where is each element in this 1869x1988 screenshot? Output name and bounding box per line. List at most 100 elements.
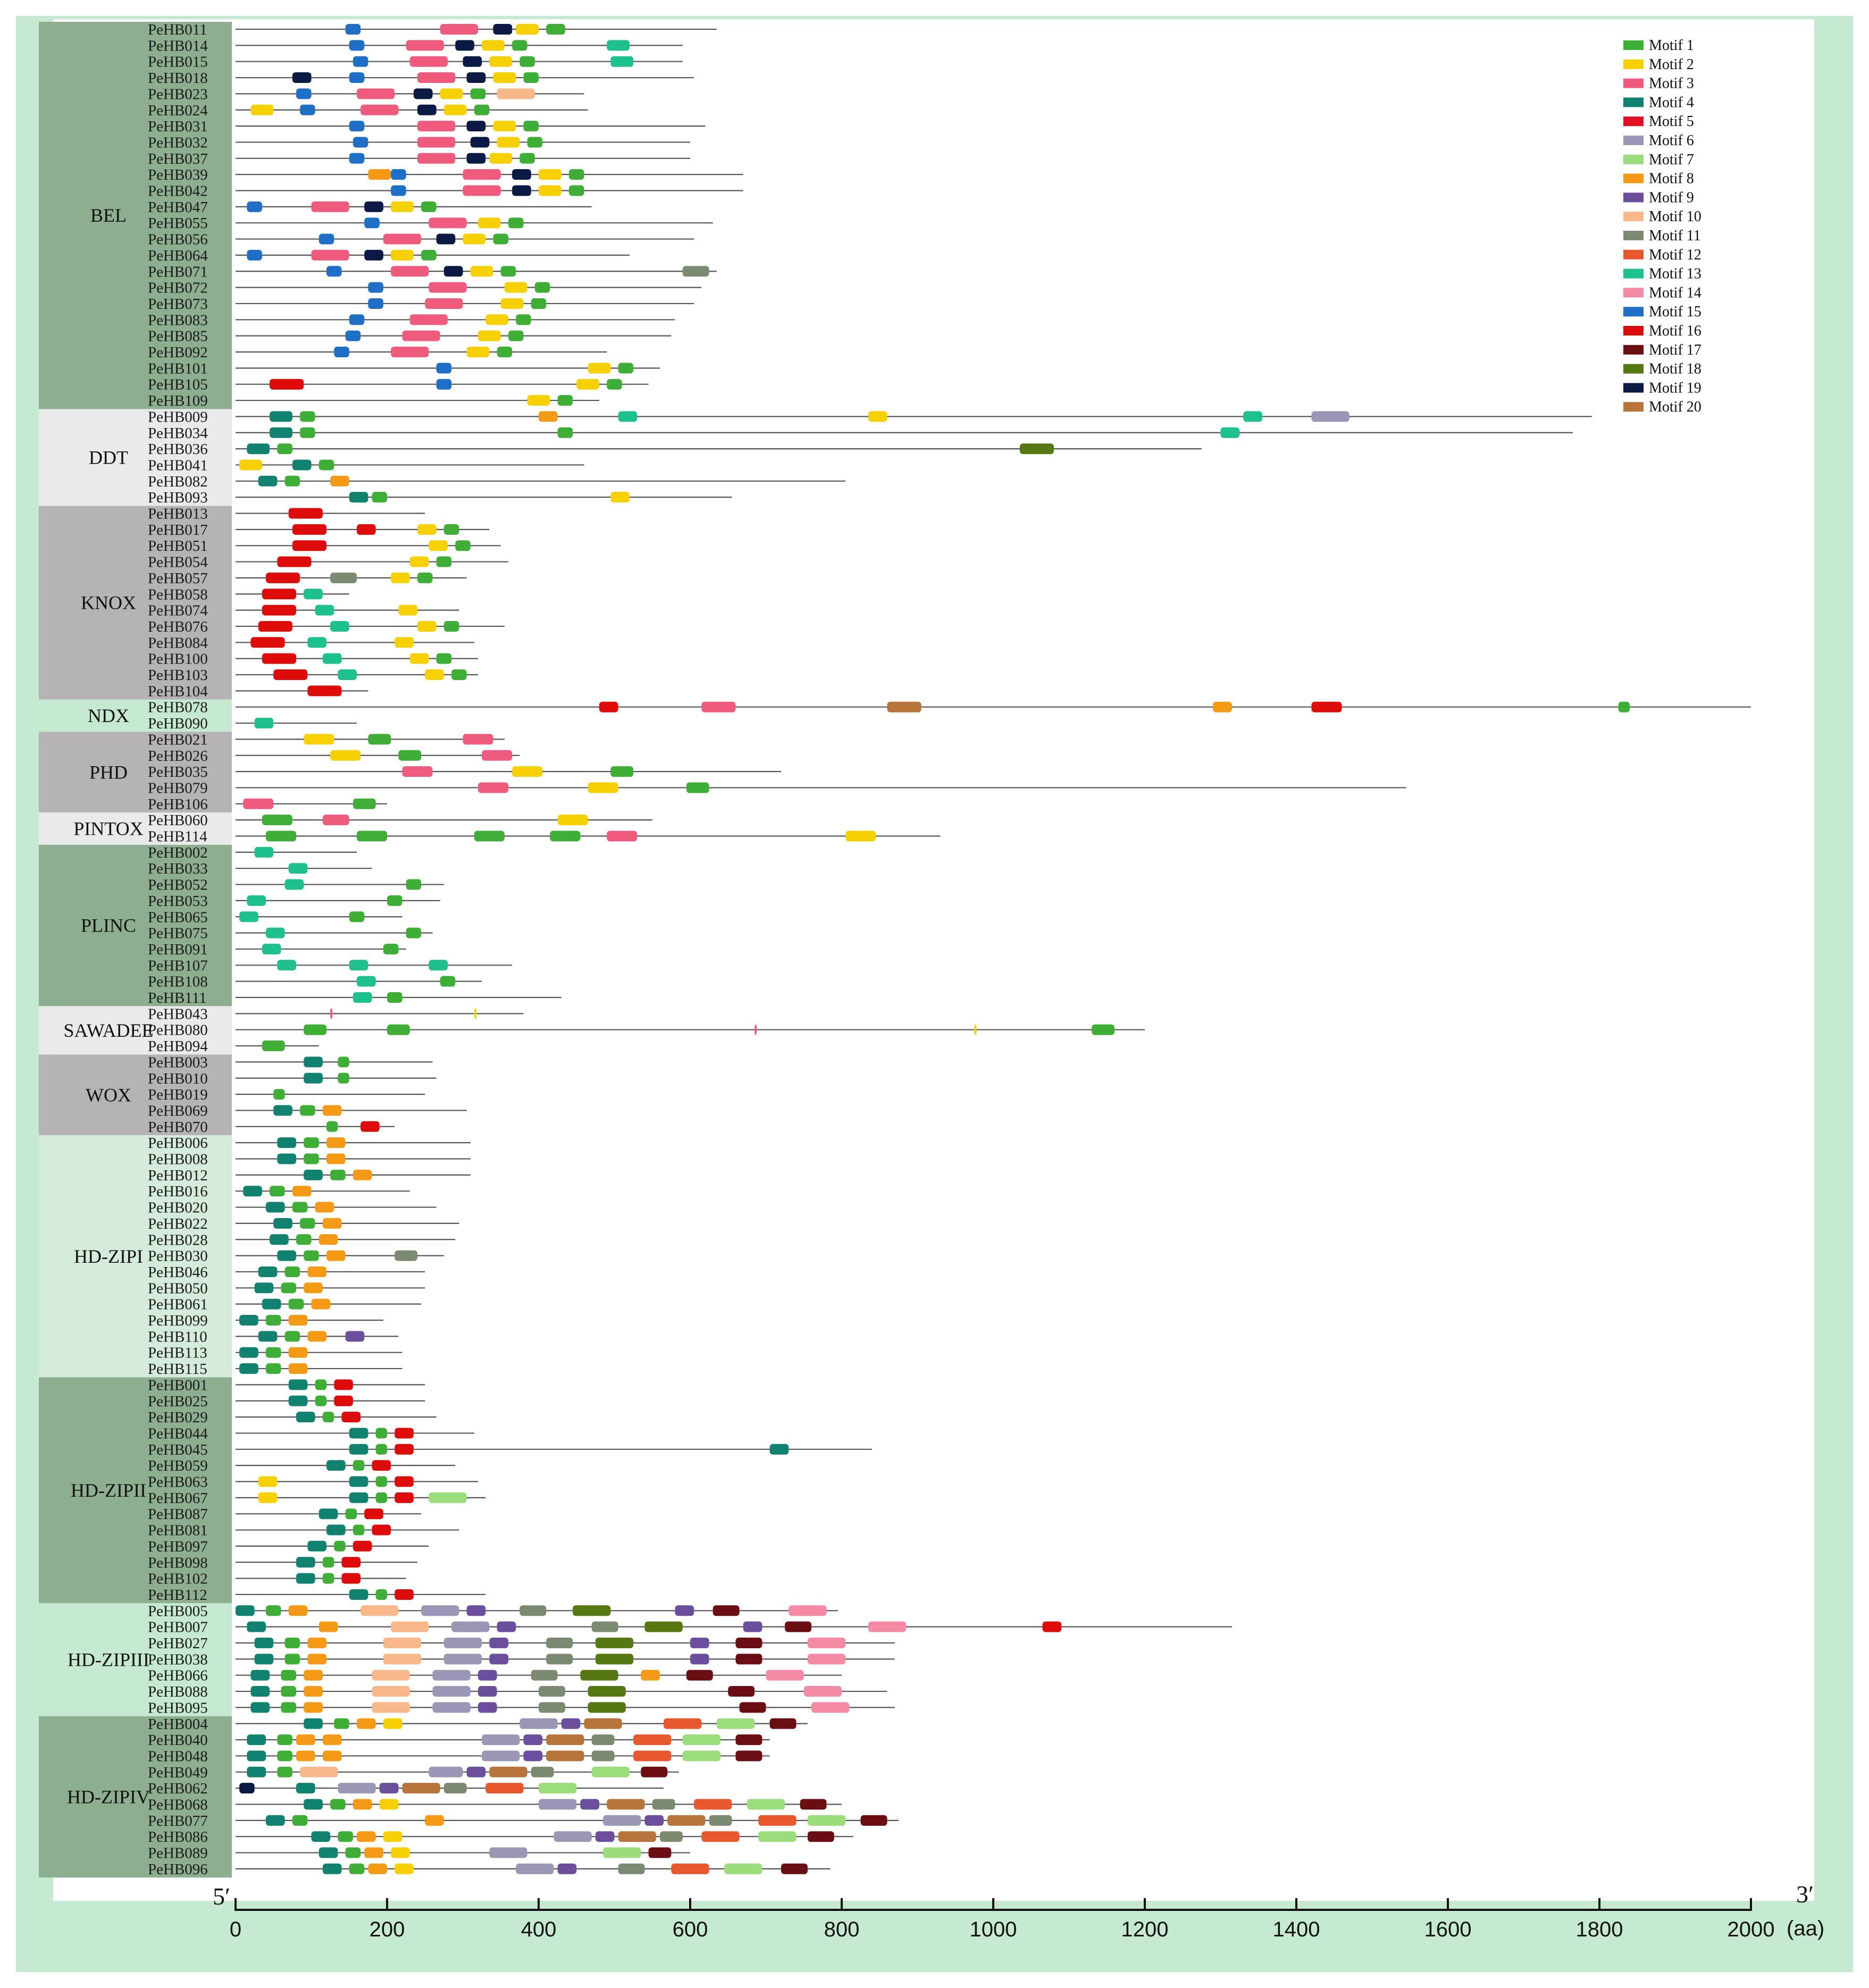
motif-box [690,1654,709,1665]
motif-box [573,1605,611,1616]
motif-box [755,1024,757,1035]
gene-label: PeHB005 [148,1603,208,1620]
motif-box [281,1686,296,1697]
motif-box [686,782,709,793]
motif-box [262,1041,285,1052]
family-label: PHD [89,761,128,783]
motif-box [364,1847,383,1858]
motif-box [807,1638,846,1648]
tick-label: 400 [521,1918,557,1941]
motif-box [326,1460,346,1471]
motif-box [497,347,513,357]
family-label: NDX [88,705,129,726]
motif-box [610,492,630,503]
motif-box [576,379,599,390]
gene-label: PeHB038 [148,1651,208,1668]
gene-label: PeHB052 [148,877,208,894]
motif-box [758,1831,797,1842]
motif-box [266,927,285,938]
motif-box [322,1412,334,1423]
motif-box [292,1815,308,1826]
motif-box [443,266,463,277]
motif-box [273,669,308,680]
tick-label: 600 [673,1918,708,1941]
gene-label: PeHB046 [148,1264,208,1281]
motif-box [785,1621,811,1632]
motif-box [546,1750,584,1761]
family-label: SAWADEE [63,1020,153,1041]
family-label: DDT [89,447,128,468]
motif-box [273,1105,292,1116]
motif-box [372,1702,410,1713]
gene-label: PeHB020 [148,1199,208,1217]
family-label: HD-ZIPIII [68,1649,149,1671]
gene-label: PeHB111 [148,989,207,1006]
motif-box [443,104,467,115]
motif-box [349,1492,368,1503]
motif-box [618,1831,656,1842]
motif-box [262,605,296,616]
motif-box [580,1799,599,1810]
motif-box [341,1573,361,1584]
motif-box [349,1444,368,1455]
gene-label: PeHB022 [148,1215,208,1232]
gene-label: PeHB073 [148,296,208,313]
motif-box [296,1234,312,1245]
motif-box [345,1508,357,1520]
motif-box [258,620,292,632]
motif-box [724,1863,762,1874]
legend-label: Motif 8 [1649,171,1694,187]
motif-box [284,1638,300,1648]
motif-box [391,185,406,196]
motif-box [482,750,513,761]
motif-box [436,379,452,390]
gene-label: PeHB113 [148,1345,207,1362]
motif-box [686,1670,713,1681]
motif-box [463,185,501,196]
legend-swatch [1623,97,1644,107]
motif-box [315,1395,326,1406]
tick-label: 2000 [1728,1918,1775,1941]
motif-box [425,1815,444,1826]
gene-label: PeHB045 [148,1441,208,1458]
motif-box [304,1153,319,1164]
gene-label: PeHB062 [148,1780,208,1797]
motif-box [500,298,524,309]
motif-box [466,153,486,164]
motif-box [443,1654,482,1665]
motif-box [383,1638,422,1648]
motif-box [644,1621,683,1632]
family-band [39,1377,232,1604]
motif-box [766,1670,804,1681]
gene-label: PeHB004 [148,1716,208,1733]
motif-box [512,40,527,51]
gene-label: PeHB031 [148,118,208,135]
motif-box [258,1331,278,1342]
gene-label: PeHB041 [148,457,208,474]
gene-label: PeHB067 [148,1490,208,1507]
motif-box [239,1783,255,1794]
gene-label: PeHB097 [148,1538,208,1555]
motif-box [569,185,584,196]
motif-box [311,249,349,261]
motif-box [322,1557,334,1568]
gene-label: PeHB084 [148,634,208,651]
motif-box [387,992,403,1003]
legend-label: Motif 1 [1649,37,1694,54]
motif-box [284,475,300,486]
motif-box [554,1831,592,1842]
tick-label: 1400 [1273,1918,1320,1941]
motif-box [425,298,463,309]
motif-box [270,427,292,438]
motif-box [349,1476,368,1487]
motif-box [432,1702,471,1713]
motif-box [519,153,535,164]
legend-swatch [1623,307,1644,317]
motif-box [322,653,342,664]
gene-label: PeHB039 [148,166,208,183]
motif-box [395,1250,417,1261]
motif-box [281,1702,296,1713]
legend-swatch [1623,345,1644,355]
motif-box [546,1638,573,1648]
motif-box [675,1605,694,1616]
